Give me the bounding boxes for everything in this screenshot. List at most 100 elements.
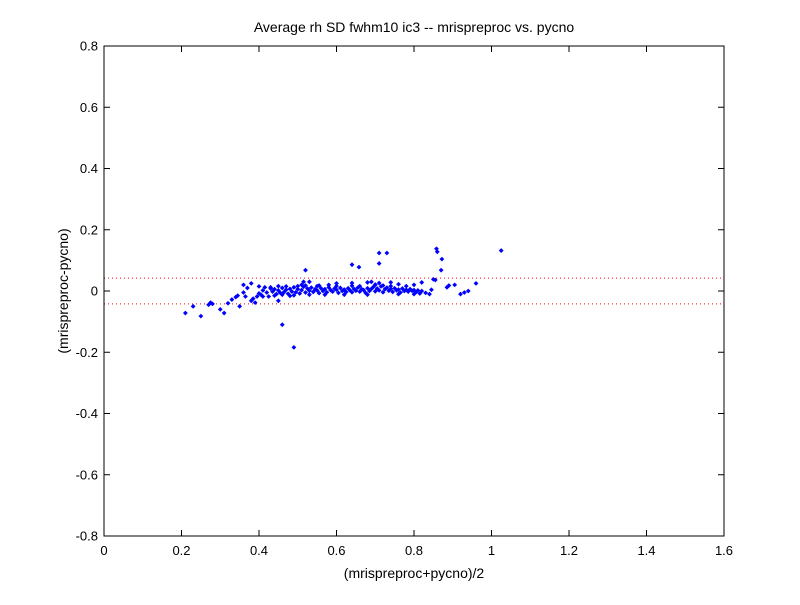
scatter-point: [272, 286, 277, 292]
y-tick-label: -0.8: [76, 529, 98, 544]
scatter-point: [322, 292, 328, 298]
scatter-point: [287, 293, 293, 299]
scatter-point: [303, 290, 308, 295]
scatter-point: [244, 285, 250, 291]
y-tick-label: 0: [91, 284, 98, 299]
scatter-point: [353, 288, 359, 294]
scatter-point: [394, 287, 399, 293]
scatter-point: [266, 294, 272, 299]
scatter-point: [306, 288, 312, 294]
scatter-point: [461, 290, 467, 295]
x-tick-label: 0.2: [172, 543, 190, 558]
scatter-point: [275, 283, 281, 289]
x-tick-label: 0.8: [405, 543, 423, 558]
scatter-point: [295, 286, 301, 292]
scatter-point: [438, 267, 444, 273]
scatter-point: [417, 291, 423, 296]
scatter-point: [291, 284, 297, 290]
scatter-point: [396, 287, 401, 292]
x-tick-label: 1.6: [715, 543, 733, 558]
scatter-point: [283, 287, 289, 293]
scatter-point: [334, 287, 339, 293]
scatter-point: [264, 290, 270, 295]
scatter-point: [367, 288, 372, 294]
scatter-point: [380, 283, 386, 288]
scatter-point: [299, 282, 305, 288]
scatter-point: [368, 279, 374, 285]
scatter-point: [465, 288, 471, 294]
scatter-point: [396, 281, 401, 287]
scatter-point: [341, 292, 347, 298]
scatter-point: [356, 264, 362, 270]
scatter-point: [308, 285, 314, 291]
y-axis-label: (mrispreproc-pycno): [55, 228, 71, 353]
scatter-point: [388, 280, 394, 285]
scatter-point: [241, 290, 246, 295]
scatter-point: [401, 288, 407, 294]
scatter-point: [229, 297, 235, 302]
scatter-point: [384, 250, 390, 256]
scatter-point: [297, 291, 303, 296]
scatter-point: [429, 287, 434, 293]
scatter-point: [260, 287, 266, 293]
scatter-point: [301, 279, 306, 285]
scatter-point: [303, 267, 308, 273]
scatter-point: [243, 294, 248, 299]
scatter-point: [275, 298, 281, 304]
scatter-point: [376, 250, 382, 256]
x-tick-label: 0.6: [327, 543, 345, 558]
scatter-point: [411, 291, 417, 297]
y-tick-label: -0.6: [76, 467, 98, 482]
scatter-point: [330, 289, 336, 295]
scatter-point: [365, 280, 370, 285]
scatter-point: [372, 282, 378, 287]
scatter-point: [306, 292, 312, 298]
x-axis-ticks: 0 0.2 0.4 0.6 0.8 1 1.2 1.4 1.6: [100, 46, 733, 558]
scatter-point: [250, 296, 256, 302]
scatter-point: [217, 306, 223, 312]
x-tick-label: 0: [100, 543, 107, 558]
scatter-point: [289, 289, 295, 295]
scatter-point: [452, 282, 458, 288]
scatter-point: [430, 276, 436, 282]
scatter-point: [388, 286, 394, 292]
scatter-point: [419, 288, 425, 294]
scatter-point: [396, 291, 401, 297]
scatter-point: [258, 292, 264, 298]
scatter-point: [235, 293, 241, 298]
scatter-point: [306, 279, 312, 285]
scatter-point: [283, 284, 289, 289]
scatter-point: [256, 284, 262, 289]
scatter-point: [322, 286, 328, 292]
scatter-point: [388, 283, 394, 289]
scatter-point: [339, 288, 345, 294]
scatter-point: [403, 283, 409, 289]
scatter-point: [399, 286, 405, 291]
scatter-point: [328, 287, 334, 293]
data-points: [182, 246, 504, 350]
scatter-point: [361, 287, 367, 293]
scatter-point: [299, 287, 305, 293]
scatter-point: [279, 322, 285, 328]
scatter-point: [336, 290, 341, 296]
y-axis-ticks: -0.8 -0.6 -0.4 -0.2 0 0.2 0.4 0.6 0.8: [76, 39, 724, 544]
x-tick-label: 1.4: [637, 543, 655, 558]
scatter-point: [415, 287, 421, 293]
scatter-point: [279, 285, 285, 291]
x-tick-label: 1: [488, 543, 495, 558]
scatter-point: [427, 291, 432, 297]
scatter-point: [262, 284, 268, 290]
scatter-point: [349, 280, 355, 286]
scatter-point: [182, 310, 188, 316]
scatter-point: [357, 283, 363, 289]
scatter-point: [320, 288, 326, 294]
x-tick-label: 0.4: [250, 543, 268, 558]
scatter-point: [384, 285, 390, 291]
scatter-point: [210, 301, 215, 307]
scatter-point: [419, 280, 425, 285]
scatter-point: [248, 280, 254, 286]
scatter-point: [254, 294, 260, 299]
scatter-point: [316, 290, 322, 296]
